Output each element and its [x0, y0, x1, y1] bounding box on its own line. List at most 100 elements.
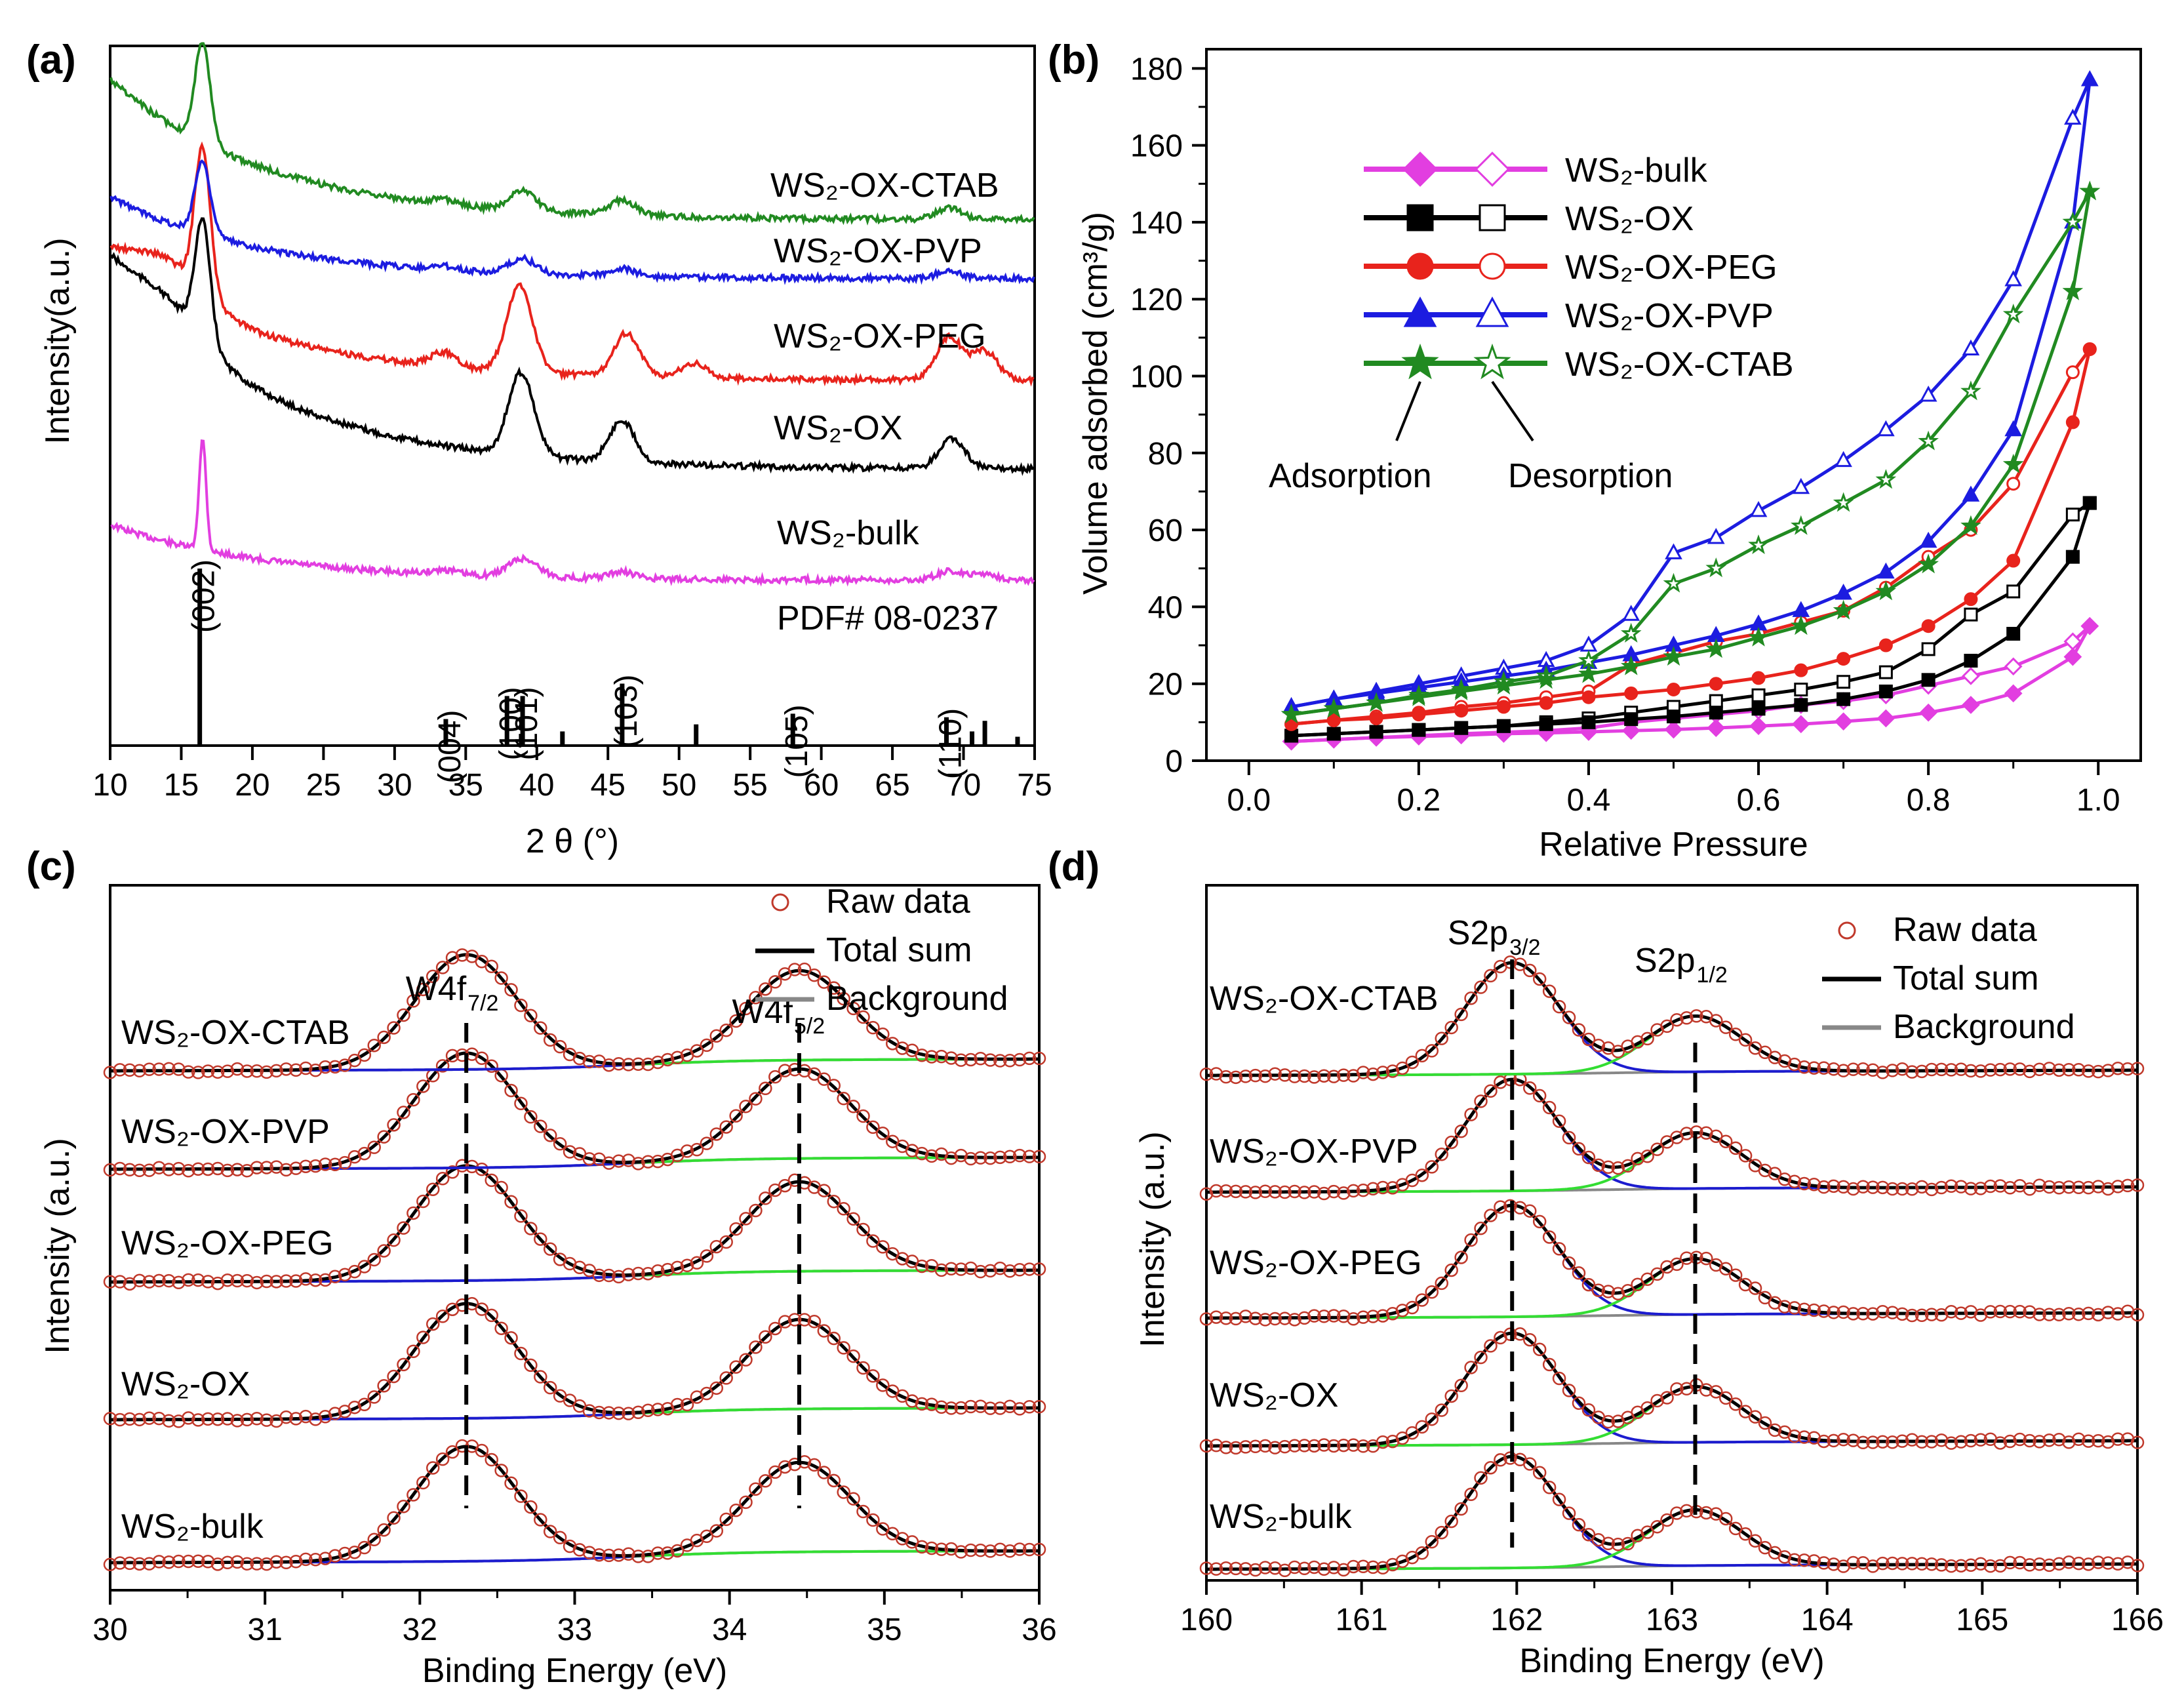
y-tick-label: 160	[1130, 129, 1183, 164]
raw-data-point	[1562, 1131, 1576, 1145]
raw-data-point	[759, 1473, 772, 1488]
raw-data-point	[2052, 1181, 2066, 1195]
y-axis-title: Intensity(a.u.)	[39, 237, 77, 444]
raw-data-point	[504, 1476, 518, 1491]
raw-data-point	[377, 1130, 391, 1144]
raw-data-point	[142, 1062, 156, 1076]
raw-data-point	[572, 1260, 587, 1275]
raw-data-point	[1003, 1150, 1017, 1163]
raw-data-point	[1366, 1560, 1380, 1574]
raw-data-point	[416, 1331, 430, 1344]
raw-data-point	[1797, 1430, 1812, 1444]
raw-data-point	[299, 1061, 313, 1075]
x-tick-label: 30	[92, 1613, 127, 1647]
raw-data-point	[494, 1180, 508, 1195]
desorption-point	[1960, 380, 1981, 401]
raw-data-point	[602, 1156, 616, 1170]
adsorption-point	[1539, 717, 1553, 731]
raw-data-point	[534, 1119, 547, 1133]
x-tick-label: 0.8	[1907, 783, 1951, 818]
adsorption-point	[1921, 673, 1936, 687]
raw-data-point	[1327, 1184, 1341, 1199]
raw-data-point	[240, 1557, 254, 1571]
raw-data-point	[230, 1555, 245, 1569]
raw-data-point	[230, 1273, 245, 1288]
adsorption-point	[1878, 684, 1893, 698]
raw-data-point	[612, 1548, 625, 1562]
adsorption-point	[1791, 715, 1810, 734]
legend-desorption-marker	[1479, 252, 1506, 280]
raw-data-point	[1758, 1163, 1772, 1178]
legend-adsorption-marker	[1401, 343, 1439, 380]
adsorption-point	[1323, 698, 1345, 718]
raw-data-point	[944, 1262, 959, 1275]
raw-data-point	[651, 1154, 665, 1169]
adsorption-point	[1964, 592, 1978, 607]
raw-data-point	[915, 1397, 929, 1411]
peak-label: W4f	[406, 970, 467, 1008]
raw-data-point	[1532, 1466, 1547, 1479]
raw-data-point	[1974, 1433, 1988, 1447]
raw-data-point	[308, 1412, 323, 1426]
raw-data-point	[1718, 1020, 1733, 1034]
raw-data-point	[1405, 1055, 1420, 1070]
raw-data-point	[670, 1051, 685, 1064]
raw-data-point	[1288, 1070, 1301, 1083]
raw-data-point	[612, 1057, 625, 1071]
adsorption-line-2	[1291, 348, 2092, 726]
raw-data-point	[807, 1314, 822, 1329]
raw-data-point	[210, 1557, 225, 1571]
raw-data-point	[866, 1234, 880, 1248]
raw-data-point	[1777, 1300, 1792, 1313]
raw-data-point	[2072, 1307, 2086, 1321]
raw-data-point	[347, 1400, 362, 1414]
raw-data-point	[622, 1547, 635, 1561]
raw-data-point	[435, 961, 450, 974]
raw-data-point	[494, 1321, 508, 1335]
raw-data-point	[475, 1162, 489, 1176]
raw-data-point	[2062, 1062, 2076, 1077]
raw-data-point	[1003, 1264, 1017, 1278]
raw-data-point	[367, 1039, 381, 1052]
raw-data-point	[1542, 1480, 1557, 1494]
raw-data-point	[1777, 1550, 1792, 1564]
raw-data-point	[1728, 1027, 1743, 1041]
raw-data-point	[220, 1064, 235, 1078]
raw-data-point	[250, 1161, 264, 1174]
raw-data-point	[866, 1120, 880, 1134]
raw-data-point	[1513, 1327, 1527, 1341]
raw-data-point	[347, 1150, 362, 1164]
raw-data-point	[1484, 1209, 1498, 1222]
raw-data-point	[1474, 1471, 1488, 1485]
raw-data-point	[1954, 1180, 1968, 1193]
raw-data-point	[1523, 1457, 1537, 1471]
raw-data-point	[983, 1151, 997, 1165]
raw-data-point	[210, 1412, 225, 1426]
raw-data-point	[1601, 1285, 1616, 1298]
raw-data-point	[1718, 1262, 1733, 1276]
raw-data-point	[1621, 1284, 1635, 1298]
raw-data-point	[201, 1555, 215, 1569]
raw-data-point	[1307, 1309, 1321, 1323]
raw-data-point	[1484, 1460, 1498, 1475]
raw-data-point	[230, 1414, 245, 1428]
raw-data-point	[357, 1540, 372, 1555]
raw-data-point	[827, 1194, 841, 1209]
raw-data-point	[846, 1100, 860, 1113]
raw-data-point	[1494, 1075, 1507, 1089]
adsorption-point	[1921, 619, 1936, 633]
adsorption-point	[1794, 663, 1808, 677]
raw-data-point	[328, 1407, 342, 1420]
adsorption-point	[1667, 683, 1680, 696]
raw-data-point	[338, 1155, 352, 1170]
legend-adsorption-label: Adsorption	[1269, 457, 1432, 495]
raw-data-point	[1552, 1242, 1566, 1256]
raw-data-point	[260, 1065, 273, 1079]
adsorption-point	[1624, 712, 1638, 727]
raw-data-point	[1258, 1561, 1272, 1574]
raw-data-point	[1258, 1069, 1272, 1083]
adsorption-point	[1454, 704, 1469, 718]
x-tick-label: 1.0	[2076, 783, 2120, 818]
raw-data-point	[318, 1157, 332, 1171]
